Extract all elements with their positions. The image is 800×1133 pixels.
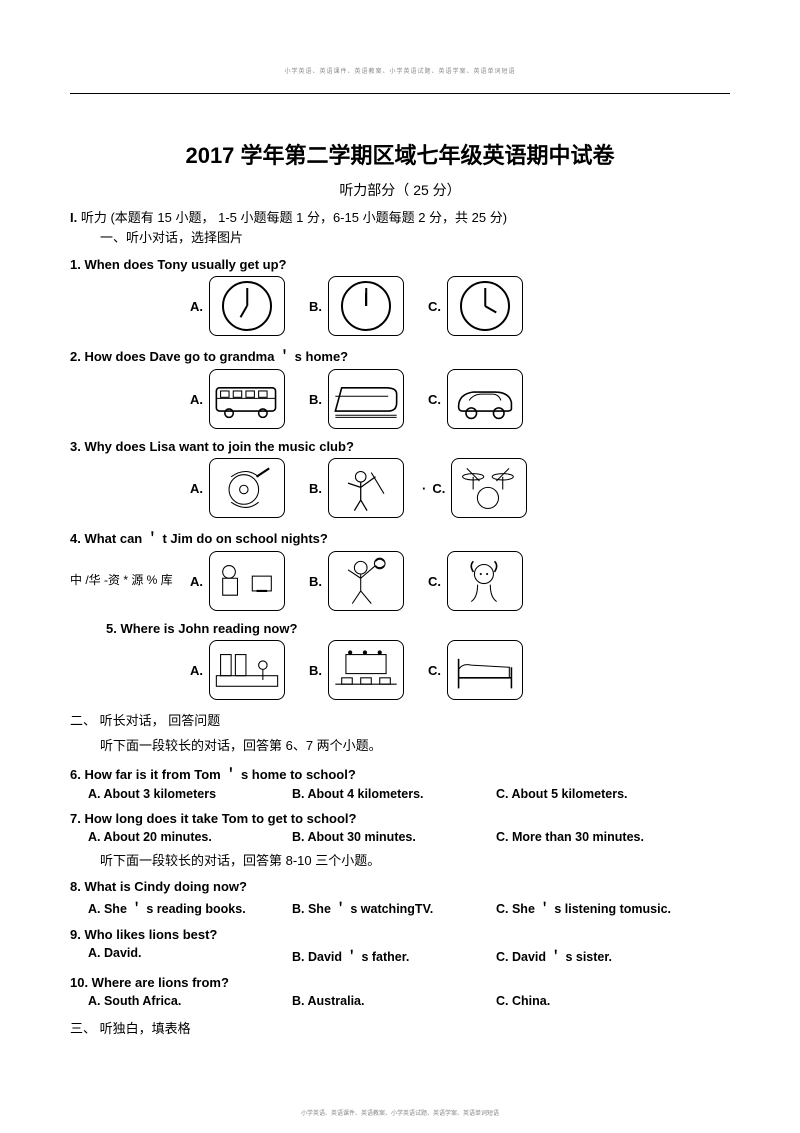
q3-opt-b[interactable]: B.: [309, 458, 404, 518]
q3-opt-c[interactable]: ·C.: [428, 458, 527, 518]
section-2-line1: 听下面一段较长的对话，回答第 6、7 两个小题。: [100, 735, 730, 754]
clock-icon: [447, 276, 523, 336]
section-3-head: 三、 听独白，填表格: [70, 1018, 730, 1037]
listening-subtitle: 听力部分（ 25 分）: [70, 180, 730, 200]
section-i: I. 听力 (本题有 15 小题， 1-5 小题每题 1 分，6-15 小题每题…: [70, 208, 730, 247]
q6-options: A. About 3 kilometers B. About 4 kilomet…: [88, 787, 730, 801]
q6-a[interactable]: A. About 3 kilometers: [88, 787, 268, 801]
clock-icon: [328, 276, 404, 336]
question-4: 4. What can ＇ t Jim do on school nights?: [70, 528, 730, 547]
q4-opt-b[interactable]: B.: [309, 551, 404, 611]
q8-options: A. She ＇ s reading books. B. She ＇ s wat…: [88, 898, 730, 917]
q7-options: A. About 20 minutes. B. About 30 minutes…: [88, 830, 730, 844]
q2-opt-c[interactable]: C.: [428, 369, 523, 429]
q6-c[interactable]: C. About 5 kilometers.: [496, 787, 676, 801]
q1-opt-b[interactable]: B.: [309, 276, 404, 336]
guitar-icon: [209, 458, 285, 518]
q2-opt-b[interactable]: B.: [309, 369, 404, 429]
question-1: 1. When does Tony usually get up?: [70, 257, 730, 272]
question-8: 8. What is Cindy doing now?: [70, 879, 730, 894]
section-i-sub: 一、听小对话，选择图片: [100, 228, 730, 248]
q10-b[interactable]: B. Australia.: [292, 994, 472, 1008]
q4-opt-a[interactable]: A.: [190, 551, 285, 611]
watch-tv-icon: [209, 551, 285, 611]
section-2-line2: 听下面一段较长的对话，回答第 8-10 三个小题。: [100, 850, 730, 869]
q8-c[interactable]: C. She ＇ s listening tomusic.: [496, 898, 676, 917]
watermark-text: 中 /华 -资 * 源 % 库: [70, 571, 190, 588]
basketball-icon: [328, 551, 404, 611]
bus-icon: [209, 369, 285, 429]
q5-opt-b[interactable]: B.: [309, 640, 404, 700]
q4-opt-c[interactable]: C.: [428, 551, 523, 611]
car-icon: [447, 369, 523, 429]
q9-c[interactable]: C. David ＇ s sister.: [496, 946, 676, 965]
footer-small-text: 小学英语、英语课件、英语教案、小学英语试题、英语学案、英语单词短语: [70, 1108, 730, 1117]
q1-opt-a[interactable]: A.: [190, 276, 285, 336]
question-9: 9. Who likes lions best?: [70, 927, 730, 942]
classroom-icon: [328, 640, 404, 700]
section-i-body: 听力 (本题有 15 小题， 1-5 小题每题 1 分，6-15 小题每题 2 …: [81, 210, 507, 225]
q1-options: A. B. C.: [190, 276, 730, 336]
exam-title: 2017 学年第二学期区域七年级英语期中试卷: [70, 138, 730, 170]
q10-options: A. South Africa. B. Australia. C. China.: [88, 994, 730, 1008]
header-small-text: 小学英语、英语课件、英语教案、小学英语试题、英语学案、英语单词短语: [70, 66, 730, 75]
q5-options: A. B. C.: [190, 640, 730, 700]
train-icon: [328, 369, 404, 429]
q9-a[interactable]: A. David.: [88, 946, 268, 965]
q7-a[interactable]: A. About 20 minutes.: [88, 830, 268, 844]
q6-b[interactable]: B. About 4 kilometers.: [292, 787, 472, 801]
clock-icon: [209, 276, 285, 336]
page: 小学英语、英语课件、英语教案、小学英语试题、英语学案、英语单词短语 2017 学…: [0, 0, 800, 1133]
q10-c[interactable]: C. China.: [496, 994, 676, 1008]
q5-opt-c[interactable]: C.: [428, 640, 523, 700]
question-10: 10. Where are lions from?: [70, 975, 730, 990]
q2-opt-a[interactable]: A.: [190, 369, 285, 429]
question-3: 3. Why does Lisa want to join the music …: [70, 439, 730, 454]
section-i-prefix: I.: [70, 210, 77, 225]
q3-options: A. B. ·C.: [190, 458, 730, 518]
q8-a[interactable]: A. She ＇ s reading books.: [88, 898, 268, 917]
library-icon: [209, 640, 285, 700]
q9-options: A. David. B. David ＇ s father. C. David …: [88, 946, 730, 965]
listen-music-icon: [447, 551, 523, 611]
top-rule: [70, 93, 730, 94]
q3-opt-a[interactable]: A.: [190, 458, 285, 518]
q8-b[interactable]: B. She ＇ s watchingTV.: [292, 898, 472, 917]
section-2-head: 二、 听长对话， 回答问题: [70, 710, 730, 729]
question-2: 2. How does Dave go to grandma ＇ s home?: [70, 346, 730, 365]
drums-icon: [451, 458, 527, 518]
violin-icon: [328, 458, 404, 518]
q7-c[interactable]: C. More than 30 minutes.: [496, 830, 676, 844]
question-6: 6. How far is it from Tom ＇ s home to sc…: [70, 764, 730, 783]
q7-b[interactable]: B. About 30 minutes.: [292, 830, 472, 844]
question-5: 5. Where is John reading now?: [106, 621, 730, 636]
q4-options: A. B. C.: [190, 551, 523, 611]
bed-icon: [447, 640, 523, 700]
q2-options: A. B. C.: [190, 369, 730, 429]
q5-opt-a[interactable]: A.: [190, 640, 285, 700]
q10-a[interactable]: A. South Africa.: [88, 994, 268, 1008]
q9-b[interactable]: B. David ＇ s father.: [292, 946, 472, 965]
q1-opt-c[interactable]: C.: [428, 276, 523, 336]
question-7: 7. How long does it take Tom to get to s…: [70, 811, 730, 826]
